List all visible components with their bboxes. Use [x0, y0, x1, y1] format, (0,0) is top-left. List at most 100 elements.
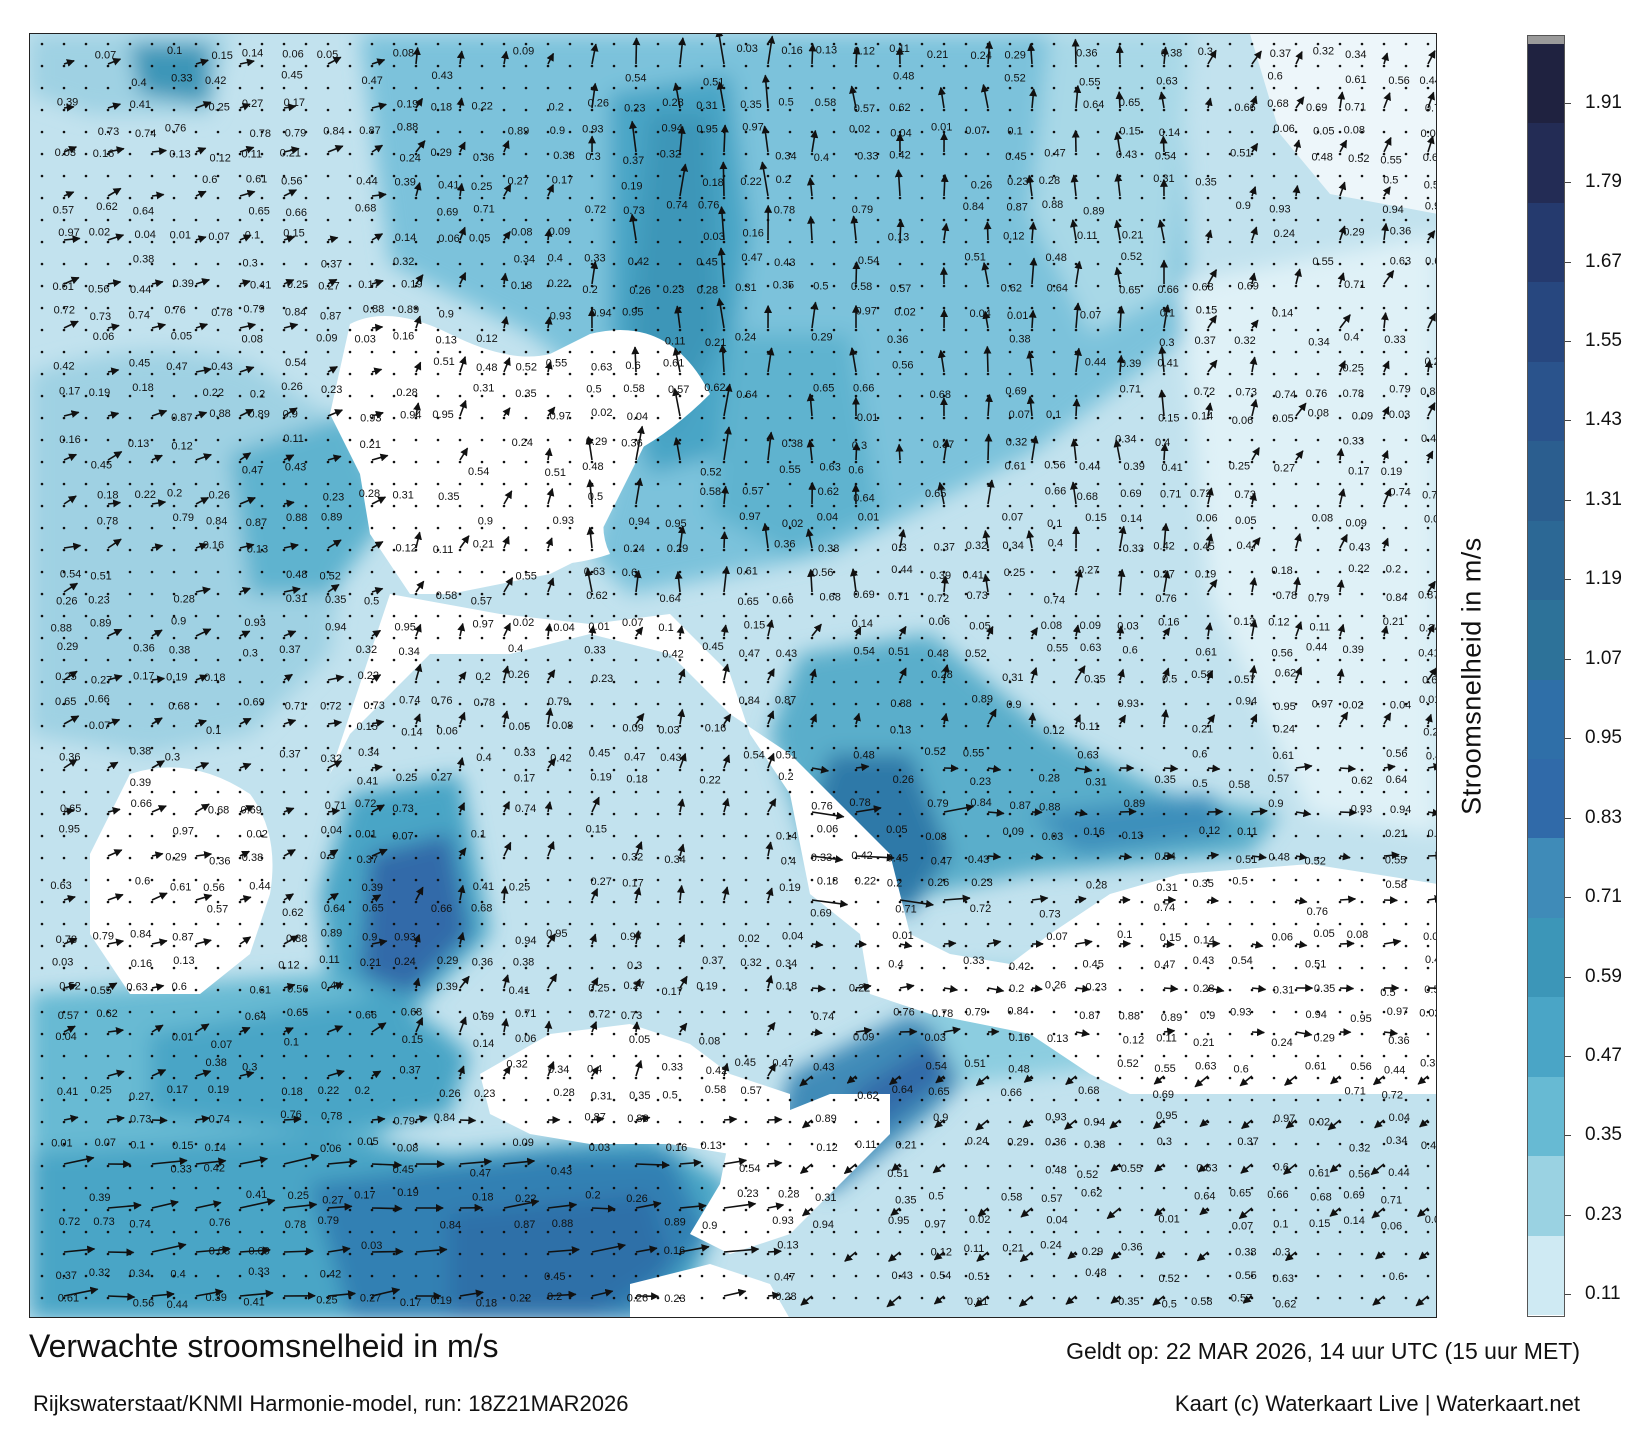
grid-dot: [1118, 394, 1122, 398]
speed-value-label: 0.09: [513, 46, 534, 58]
grid-dot: [1382, 64, 1386, 68]
grid-dot: [40, 218, 44, 222]
grid-dot: [898, 1230, 902, 1234]
grid-dot: [502, 350, 506, 354]
grid-dot: [876, 1252, 880, 1256]
grid-dot: [326, 394, 330, 398]
grid-dot: [1206, 416, 1210, 420]
speed-value-label: 0.25: [1229, 460, 1250, 472]
grid-dot: [1250, 988, 1254, 992]
grid-dot: [260, 504, 264, 508]
grid-dot: [348, 240, 352, 244]
grid-dot: [766, 1274, 770, 1278]
grid-dot: [502, 988, 506, 992]
grid-dot: [326, 592, 330, 596]
grid-dot: [1206, 328, 1210, 332]
grid-dot: [1096, 240, 1100, 244]
grid-dot: [436, 592, 440, 596]
grid-dot: [106, 64, 110, 68]
grid-dot: [1162, 988, 1166, 992]
grid-dot: [1250, 856, 1254, 860]
grid-dot: [1250, 86, 1254, 90]
speed-value-label: 0.95: [1425, 200, 1437, 212]
grid-dot: [634, 64, 638, 68]
speed-value-label: 0.32: [393, 256, 414, 268]
grid-dot: [1294, 372, 1298, 376]
grid-dot: [1074, 64, 1078, 68]
speed-value-label: 0.87: [359, 125, 380, 137]
grid-dot: [1096, 768, 1100, 772]
grid-dot: [238, 1164, 242, 1168]
grid-dot: [1426, 702, 1430, 706]
grid-dot: [1294, 86, 1298, 90]
grid-dot: [1228, 900, 1232, 904]
grid-dot: [766, 702, 770, 706]
grid-dot: [1118, 944, 1122, 948]
grid-dot: [1272, 724, 1276, 728]
grid-dot: [1404, 416, 1408, 420]
grid-dot: [898, 86, 902, 90]
grid-dot: [656, 658, 660, 662]
grid-dot: [150, 1098, 154, 1102]
current-arrow: [1339, 984, 1355, 993]
grid-dot: [1404, 240, 1408, 244]
grid-dot: [678, 812, 682, 816]
grid-dot: [1404, 724, 1408, 728]
grid-dot: [920, 636, 924, 640]
grid-dot: [62, 482, 66, 486]
grid-dot: [502, 812, 506, 816]
grid-dot: [788, 812, 792, 816]
grid-dot: [656, 1076, 660, 1080]
grid-dot: [546, 614, 550, 618]
grid-dot: [1360, 856, 1364, 860]
grid-dot: [744, 724, 748, 728]
grid-dot: [590, 702, 594, 706]
speed-value-label: 0.84: [963, 201, 984, 213]
grid-dot: [1316, 152, 1320, 156]
speed-value-label: 0.68: [355, 202, 376, 214]
grid-dot: [612, 1076, 616, 1080]
grid-dot: [1294, 812, 1298, 816]
speed-value-label: 0.41: [438, 180, 459, 192]
speed-value-label: 0.14: [1159, 127, 1180, 139]
grid-dot: [1250, 196, 1254, 200]
grid-dot: [678, 680, 682, 684]
grid-dot: [1184, 680, 1188, 684]
grid-dot: [216, 482, 220, 486]
grid-dot: [106, 218, 110, 222]
grid-dot: [106, 526, 110, 530]
grid-dot: [1294, 416, 1298, 420]
grid-dot: [84, 1296, 88, 1300]
speed-value-label: 0.89: [398, 304, 419, 316]
grid-dot: [568, 680, 572, 684]
speed-value-label: 0.42: [205, 75, 226, 87]
grid-dot: [1360, 328, 1364, 332]
grid-dot: [788, 856, 792, 860]
grid-dot: [238, 658, 242, 662]
grid-dot: [62, 1120, 66, 1124]
grid-dot: [568, 174, 572, 178]
grid-dot: [216, 240, 220, 244]
grid-dot: [106, 240, 110, 244]
grid-dot: [172, 1098, 176, 1102]
grid-dot: [1052, 130, 1056, 134]
grid-dot: [194, 1076, 198, 1080]
grid-dot: [1360, 790, 1364, 794]
grid-dot: [1030, 240, 1034, 244]
speed-value-label: 0.95: [622, 307, 643, 319]
grid-dot: [414, 790, 418, 794]
grid-dot: [744, 1252, 748, 1256]
speed-value-label: 0.65: [1119, 97, 1140, 109]
grid-dot: [1316, 1076, 1320, 1080]
grid-dot: [832, 768, 836, 772]
grid-dot: [612, 812, 616, 816]
speed-value-label: 0.35: [438, 491, 459, 503]
grid-dot: [436, 1076, 440, 1080]
grid-dot: [920, 174, 924, 178]
grid-dot: [1316, 1230, 1320, 1234]
grid-dot: [1272, 966, 1276, 970]
grid-dot: [1228, 944, 1232, 948]
speed-value-label: 0.79: [285, 128, 306, 140]
grid-dot: [722, 1252, 726, 1256]
grid-dot: [1184, 174, 1188, 178]
